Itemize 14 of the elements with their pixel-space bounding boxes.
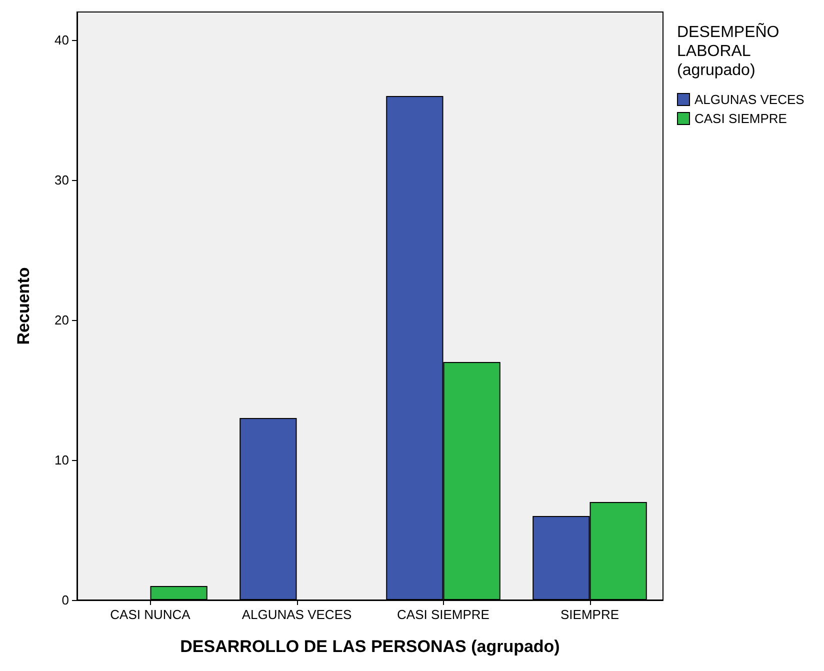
legend-label: ALGUNAS VECES: [694, 92, 805, 107]
y-axis-title: Recuento: [14, 267, 33, 345]
y-tick-label: 0: [62, 592, 69, 608]
y-tick-label: 10: [54, 452, 69, 468]
y-tick-label: 20: [54, 312, 69, 328]
legend-label: CASI SIEMPRE: [694, 111, 788, 126]
legend-title: DESEMPEÑO LABORAL (agrupado): [677, 22, 784, 79]
y-tick-label: 40: [54, 32, 69, 48]
y-tick-label: 30: [54, 172, 69, 188]
x-tick-label: SIEMPRE: [560, 607, 620, 622]
x-tick-label: CASI SIEMPRE: [397, 607, 490, 622]
x-tick-label: ALGUNAS VECES: [242, 607, 352, 622]
x-tick-label: CASI NUNCA: [110, 607, 191, 622]
x-axis-title: DESARROLLO DE LAS PERSONAS (agrupado): [180, 637, 560, 656]
